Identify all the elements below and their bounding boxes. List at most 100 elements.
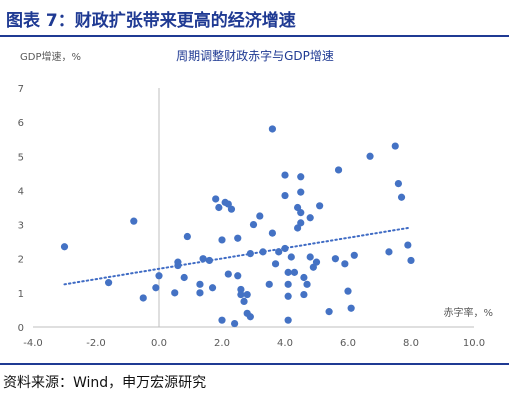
- data-point: [325, 308, 333, 316]
- data-point: [385, 248, 393, 256]
- data-point: [394, 180, 402, 188]
- data-point: [306, 214, 314, 222]
- y-tick-label: 7: [18, 84, 24, 95]
- data-point: [224, 270, 232, 278]
- data-point: [284, 316, 292, 324]
- data-point: [268, 229, 276, 237]
- data-point: [259, 248, 267, 256]
- data-point: [347, 304, 355, 312]
- data-point: [287, 253, 295, 261]
- data-point: [281, 244, 289, 253]
- x-tick-labels: -4.0 -2.0 0.0 2.0 4.0 6.0 8.0 10.0: [23, 338, 485, 349]
- data-point: [218, 316, 226, 324]
- data-point: [391, 142, 399, 150]
- data-point: [297, 173, 305, 181]
- y-tick-label: 0: [18, 323, 24, 334]
- data-point: [306, 253, 314, 261]
- data-point: [341, 260, 349, 268]
- data-point: [303, 280, 311, 288]
- data-point: [284, 280, 292, 288]
- data-point: [174, 261, 182, 270]
- x-tick-label: -2.0: [86, 338, 106, 349]
- data-point: [234, 272, 242, 280]
- data-point: [407, 256, 415, 265]
- data-point: [297, 188, 305, 196]
- data-point: [234, 234, 242, 242]
- trendline: [63, 226, 409, 286]
- data-point: [139, 294, 147, 302]
- source-rule: [0, 363, 509, 365]
- data-point: [300, 273, 308, 282]
- data-point: [231, 319, 239, 328]
- x-axis-label: 赤字率，%: [443, 306, 493, 319]
- data-point: [275, 248, 283, 256]
- data-point: [331, 255, 339, 263]
- y-tick-label: 5: [18, 152, 24, 163]
- data-point: [237, 290, 245, 299]
- y-axis-label: GDP增速，%: [20, 50, 81, 63]
- data-point: [196, 280, 204, 288]
- data-point: [271, 260, 280, 268]
- y-tick-label: 4: [18, 186, 24, 197]
- data-point: [268, 125, 276, 133]
- data-point: [281, 171, 289, 179]
- data-point: [404, 241, 412, 249]
- data-point: [243, 290, 251, 299]
- data-point: [334, 166, 343, 174]
- data-point: [155, 272, 163, 280]
- x-tick-label: 4.0: [277, 338, 293, 349]
- source-note: 资料来源：Wind，申万宏源研究: [3, 375, 207, 391]
- y-tick-label: 1: [18, 289, 24, 300]
- data-point: [130, 217, 138, 225]
- data-point: [212, 195, 220, 203]
- data-point: [249, 220, 258, 229]
- chart-title: 周期调整财政赤字与GDP增速: [176, 48, 334, 63]
- x-tick-label: 8.0: [403, 338, 419, 349]
- y-tick-label: 6: [18, 118, 24, 129]
- data-point: [300, 290, 308, 299]
- data-point: [105, 279, 113, 287]
- y-tick-label: 3: [18, 221, 24, 232]
- data-point: [218, 236, 226, 244]
- data-point: [152, 284, 160, 292]
- data-point: [183, 232, 191, 241]
- data-point: [215, 203, 223, 212]
- data-point: [227, 205, 236, 213]
- data-point: [290, 268, 299, 276]
- data-point: [256, 212, 264, 220]
- data-point: [281, 191, 289, 200]
- y-tick-label: 2: [18, 255, 24, 266]
- data-point: [60, 243, 69, 251]
- data-point: [297, 209, 305, 217]
- data-point: [316, 202, 324, 210]
- data-point: [171, 289, 179, 297]
- scatter-chart: 周期调整财政赤字与GDP增速 GDP增速，% 赤字率，% -4.0 -2.0 0.0…: [18, 48, 493, 349]
- data-point: [397, 193, 406, 201]
- figure-title: 图表 7：财政扩张带来更高的经济增速: [6, 11, 296, 31]
- title-rule: [0, 35, 509, 37]
- x-tick-label: -4.0: [23, 338, 43, 349]
- data-point: [246, 313, 254, 321]
- data-point: [205, 256, 213, 265]
- data-point: [284, 268, 292, 276]
- data-point: [180, 273, 188, 282]
- data-point: [297, 219, 305, 227]
- data-point: [208, 284, 217, 292]
- data-point: [246, 249, 254, 258]
- data-points: [60, 125, 415, 328]
- x-tick-label: 2.0: [214, 338, 230, 349]
- data-point: [196, 289, 204, 297]
- x-tick-label: 6.0: [340, 338, 356, 349]
- x-tick-label: 10.0: [463, 338, 485, 349]
- data-point: [312, 258, 321, 266]
- data-point: [284, 292, 292, 300]
- data-point: [350, 251, 358, 259]
- data-point: [366, 152, 374, 160]
- data-point: [344, 287, 352, 295]
- data-point: [199, 255, 207, 263]
- data-point: [237, 285, 245, 294]
- y-tick-labels: 0 1 2 3 4 5 6 7: [18, 84, 24, 334]
- data-point: [265, 280, 273, 288]
- data-point: [240, 297, 248, 305]
- x-tick-label: 0.0: [151, 338, 167, 349]
